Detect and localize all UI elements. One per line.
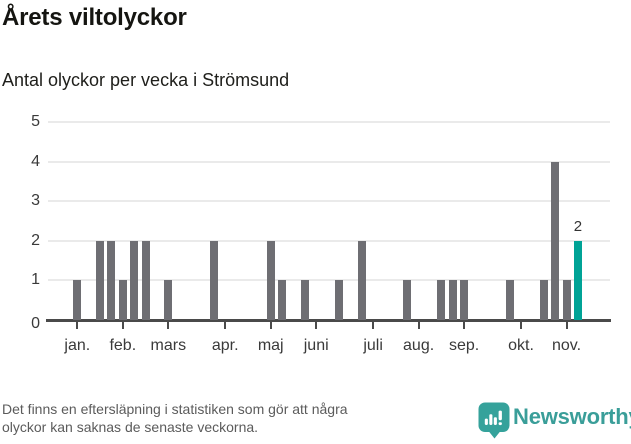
footnote-line-2: olyckor kan saknas de senaste veckorna. (2, 419, 259, 435)
bar-week-5 (130, 240, 139, 320)
y-axis-label-2: 2 (31, 231, 40, 249)
bar-week-2 (96, 240, 105, 320)
x-axis-line (46, 319, 611, 322)
y-axis-label-4: 4 (31, 152, 40, 170)
x-axis-tick-feb (121, 322, 124, 329)
bar-week-12 (209, 240, 218, 320)
gridline-y1 (48, 279, 610, 282)
x-axis-label-okt: okt. (508, 337, 534, 354)
x-axis-tick-okt (520, 322, 522, 329)
gridline-y5 (48, 121, 610, 123)
bar-week-41 (539, 280, 548, 320)
x-axis-tick-jan (76, 322, 79, 329)
bar-week-18 (278, 280, 287, 320)
x-axis-tick-nov (565, 322, 568, 329)
bar-week-3 (107, 240, 116, 320)
bar-week-33 (448, 280, 457, 320)
x-axis-label-sep: sep. (448, 337, 480, 354)
bar-week-20 (300, 280, 309, 320)
x-axis-label-feb: feb. (109, 337, 137, 354)
highlighted-bar-week-44 (573, 240, 582, 320)
bar-week-43 (562, 280, 571, 320)
highlight-value-label: 2 (573, 217, 583, 235)
chart-title: Årets viltolyckor (2, 4, 187, 31)
x-axis-label-apr: apr. (211, 337, 239, 354)
x-axis-tick-aug (417, 322, 420, 329)
newsworthy-bubble-chart-icon (478, 402, 511, 444)
gridline-y4 (48, 160, 610, 163)
x-axis-label-aug: aug. (403, 337, 435, 354)
bar-week-6 (141, 240, 150, 320)
bar-week-34 (460, 280, 469, 320)
x-axis-tick-apr (224, 322, 227, 329)
x-axis-label-juli: juli (363, 337, 383, 354)
bar-week-25 (357, 240, 366, 320)
x-axis-label-mars: mars (150, 337, 187, 354)
gridline-y2 (48, 239, 610, 242)
x-axis-tick-juli (372, 322, 375, 329)
x-axis-label-maj: maj (257, 337, 284, 354)
bar-week-32 (437, 280, 446, 320)
x-axis-tick-mars (167, 322, 170, 329)
x-axis-tick-sep (463, 322, 466, 329)
y-axis-label-0: 0 (31, 315, 40, 332)
x-axis-tick-maj (269, 322, 272, 329)
bar-week-4 (118, 280, 127, 320)
chart-subtitle: Antal olyckor per vecka i Strömsund (2, 70, 290, 90)
footnote: Det finns en eftersläpning i statistiken… (2, 400, 348, 436)
bar-week-8 (164, 280, 173, 320)
bar-week-0 (73, 280, 82, 320)
bar-week-38 (505, 280, 514, 320)
x-axis-label-juni: juni (303, 337, 329, 354)
y-axis-label-3: 3 (31, 192, 40, 210)
bar-week-29 (403, 280, 412, 320)
gridline-y3 (48, 200, 610, 203)
bar-week-17 (266, 240, 275, 320)
x-axis-tick-juni (315, 322, 318, 329)
brand-wordmark: Newsworthy (513, 404, 631, 429)
x-axis-label-nov: nov. (551, 337, 582, 354)
bar-week-42 (551, 161, 560, 320)
footnote-line-1: Det finns en eftersläpning i statistiken… (2, 401, 348, 417)
x-axis-label-jan: jan. (64, 337, 91, 354)
y-axis-label-1: 1 (31, 271, 40, 289)
y-axis-label-5: 5 (31, 113, 40, 130)
bar-week-23 (334, 280, 343, 320)
